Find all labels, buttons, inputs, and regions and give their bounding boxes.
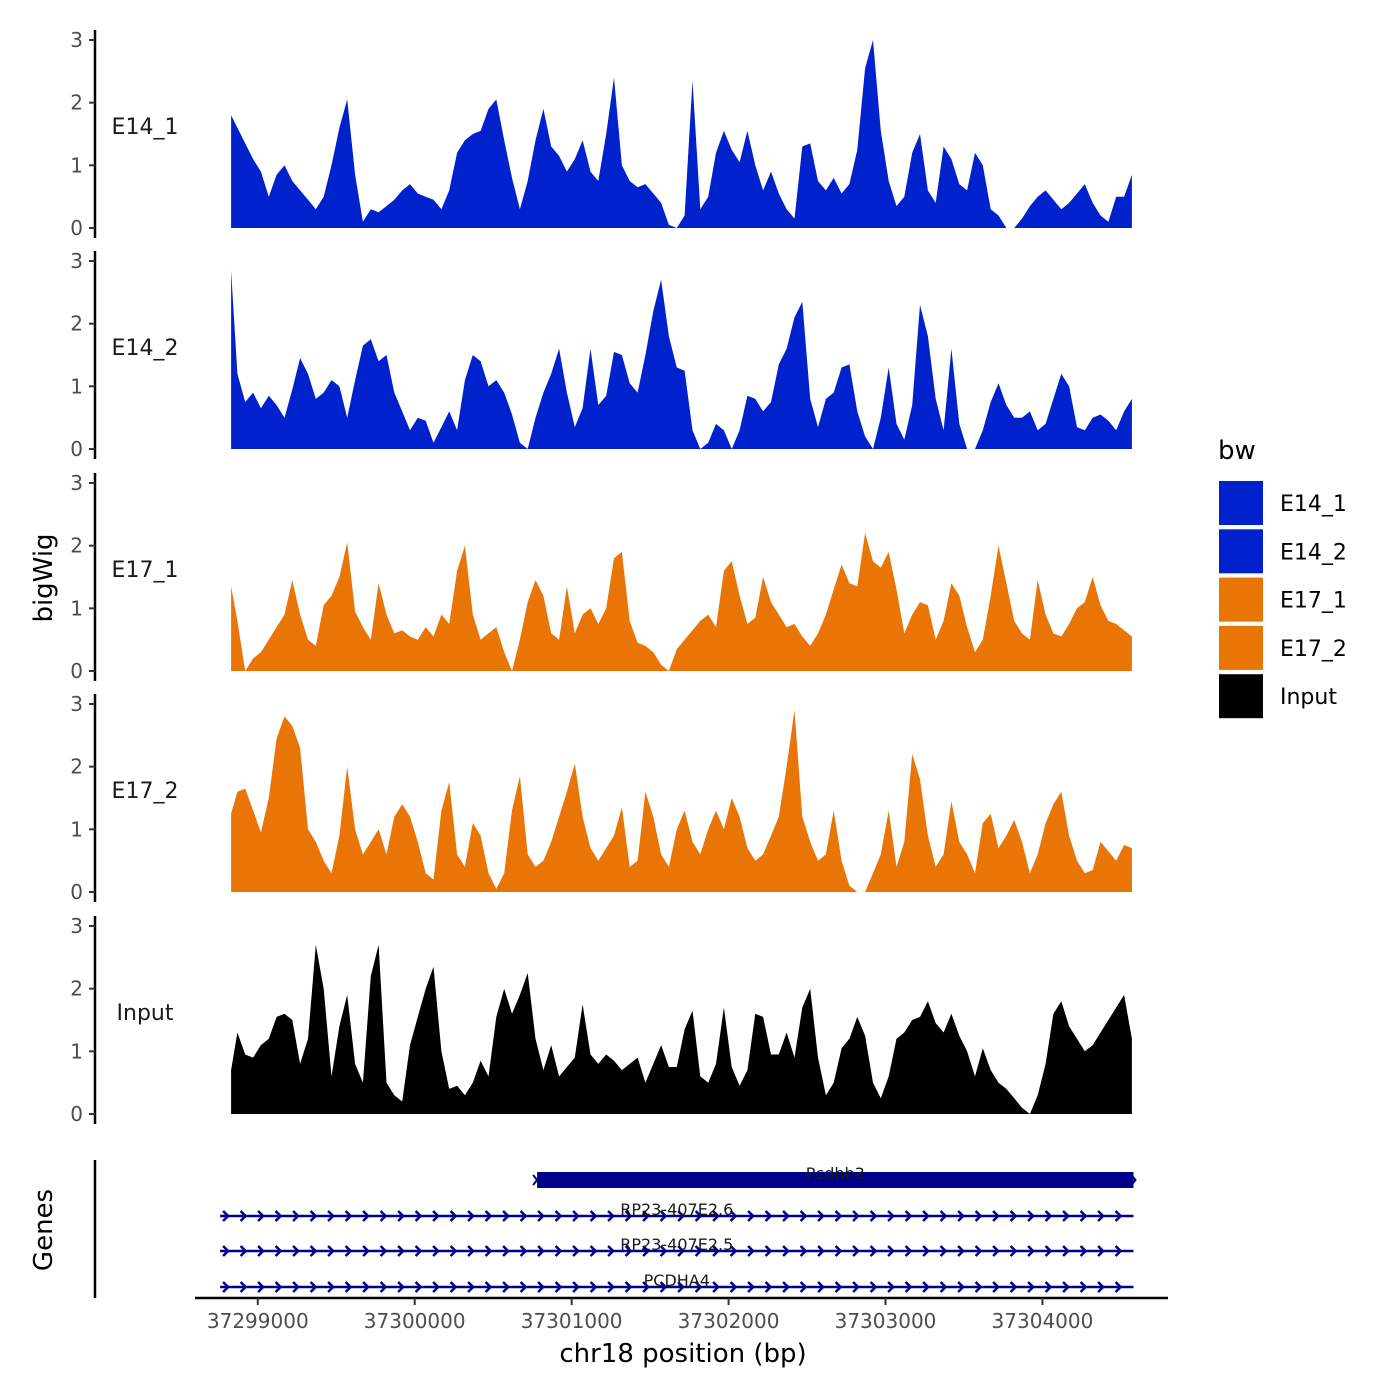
legend-item-e14_1: E14_1 <box>1217 479 1347 527</box>
strand-arrows <box>222 1245 1123 1257</box>
legend-item-e17_2: E17_2 <box>1217 623 1347 672</box>
y-tick-label: 2 <box>70 312 83 336</box>
legend-swatch <box>1217 527 1265 576</box>
y-tick-label: 2 <box>70 91 83 115</box>
y-tick-label: 3 <box>70 914 83 938</box>
y-tick-label: 1 <box>70 374 83 398</box>
coverage-area-e14_2 <box>231 270 1132 449</box>
y-tick-label: 3 <box>70 471 83 495</box>
track-e17_1: 0 1 2 3 E17_1 <box>70 471 1132 683</box>
legend-label: E17_1 <box>1280 589 1347 614</box>
legend-label: E17_2 <box>1280 637 1347 662</box>
gene-rp23-407e2-5: RP23-407E2.5 <box>220 1235 1134 1257</box>
gene-label: RP23-407E2.6 <box>620 1200 733 1219</box>
coverage-area-e17_1 <box>231 533 1132 671</box>
coverage-area-e17_2 <box>231 710 1132 892</box>
strand-arrow <box>532 1174 539 1186</box>
legend-swatch <box>1217 575 1265 624</box>
strand-arrows <box>222 1281 1123 1293</box>
y-tick-label: 2 <box>70 534 83 558</box>
gene-pcdhb3: Pcdhb3 <box>532 1164 1137 1188</box>
legend-label: Input <box>1280 685 1337 710</box>
y-tick-label: 0 <box>70 216 83 240</box>
legend-item-e14_2: E14_2 <box>1217 527 1347 576</box>
y-tick-label: 0 <box>70 659 83 683</box>
y-tick-label: 1 <box>70 153 83 177</box>
y-tick-label: 2 <box>70 977 83 1001</box>
track-input: 0 1 2 3 Input <box>70 914 1132 1126</box>
coverage-area-input <box>231 944 1132 1114</box>
track-e17_2: 0 1 2 3 E17_2 <box>70 692 1132 904</box>
y-tick-label: 2 <box>70 755 83 779</box>
legend-swatch <box>1217 672 1265 721</box>
track-label: E17_2 <box>112 779 179 804</box>
track-e14_1: 0 1 2 3 E14_1 <box>70 28 1132 240</box>
coverage-tracks: 0 1 2 3 E14_1 0 1 2 3 E14_2 0 1 2 3 E17_1 0 1 2 3 E17_2 0 1 2 3… <box>70 28 1132 1126</box>
x-tick-label: 37301000 <box>521 1309 623 1333</box>
y-tick-label: 1 <box>70 596 83 620</box>
track-e14_2: 0 1 2 3 E14_2 <box>70 249 1132 461</box>
x-tick-label: 37303000 <box>835 1309 937 1333</box>
legend-label: E14_2 <box>1280 540 1347 565</box>
y-tick-label: 1 <box>70 817 83 841</box>
track-label: E14_2 <box>112 336 179 361</box>
y-tick-label: 3 <box>70 28 83 52</box>
y-tick-label: 0 <box>70 437 83 461</box>
gene-exon-block <box>537 1172 1134 1188</box>
y-axis-title: bigWig <box>29 533 59 622</box>
gene-pcdha4: PCDHA4 <box>220 1271 1134 1293</box>
legend: E14_1 E14_2 E17_1 E17_2 Input <box>1217 479 1347 721</box>
x-tick-label: 37304000 <box>992 1309 1094 1333</box>
legend-item-e17_1: E17_1 <box>1217 575 1347 624</box>
genes-axis-title: Genes <box>29 1189 59 1271</box>
y-tick-label: 3 <box>70 249 83 273</box>
legend-item-input: Input <box>1217 672 1337 721</box>
strand-arrows <box>222 1210 1123 1222</box>
gene-track: Pcdhb3 RP23-407E2.6 RP23-407E2.5 PCDHA4 <box>93 1160 1137 1298</box>
legend-swatch <box>1217 623 1265 672</box>
strand-arrow <box>1130 1174 1137 1186</box>
y-tick-label: 0 <box>70 1102 83 1126</box>
legend-swatch <box>1217 479 1265 527</box>
x-axis: 37299000 37300000 37301000 37302000 37303000… <box>195 1296 1168 1333</box>
x-tick-label: 37302000 <box>678 1309 780 1333</box>
gene-label: RP23-407E2.5 <box>620 1235 733 1254</box>
legend-label: E14_1 <box>1280 492 1347 517</box>
x-tick-label: 37299000 <box>207 1309 309 1333</box>
y-tick-label: 1 <box>70 1039 83 1063</box>
y-tick-label: 0 <box>70 880 83 904</box>
track-label: E17_1 <box>112 558 179 583</box>
track-label: E14_1 <box>112 115 179 140</box>
y-tick-label: 3 <box>70 692 83 716</box>
gene-label: Pcdhb3 <box>806 1164 865 1183</box>
coverage-area-e14_1 <box>231 40 1132 228</box>
gene-label: PCDHA4 <box>644 1271 710 1290</box>
track-label: Input <box>117 1001 174 1026</box>
legend-title: bw <box>1218 436 1256 466</box>
x-axis-title: chr18 position (bp) <box>559 1339 806 1369</box>
x-tick-label: 37300000 <box>364 1309 466 1333</box>
gene-rp23-407e2-6: RP23-407E2.6 <box>220 1200 1134 1222</box>
